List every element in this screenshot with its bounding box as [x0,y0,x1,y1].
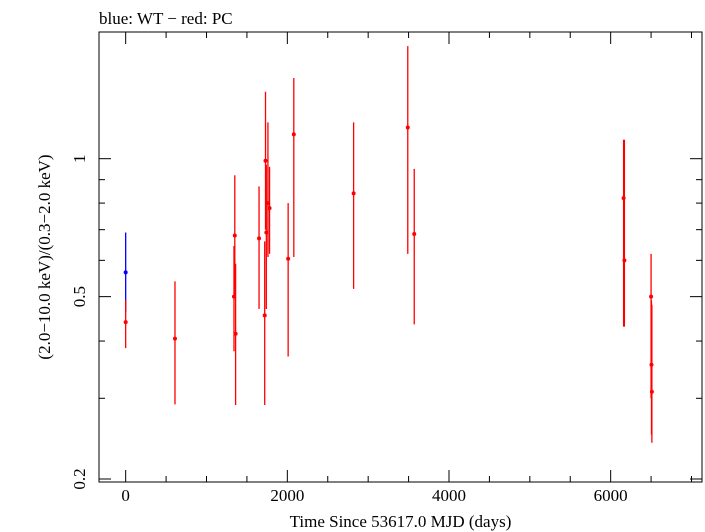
pc-data-point [267,206,272,211]
pc-data-point [257,236,262,241]
pc-data-point [123,320,128,325]
data-marks [123,46,654,443]
pc-data-point [232,233,237,238]
x-tick-label: 6000 [594,486,628,505]
axis-tick-labels: 0 2000 4000 6000 0.2 0.5 1 [70,154,628,505]
pc-data-point [412,231,417,236]
pc-data-point [649,389,654,394]
pc-data-point [172,336,177,341]
x-tick-label: 2000 [270,486,304,505]
pc-data-point [351,191,356,196]
pc-data-point [291,132,296,137]
y-axis-label: (2.0−10.0 keV)/(0.3−2.0 keV) [35,154,54,359]
x-tick-label: 4000 [432,486,466,505]
chart-title: blue: WT − red: PC [99,9,233,28]
pc-data-point [405,125,410,130]
pc-data-point [622,258,627,263]
pc-data-point [263,158,268,163]
x-axis-label: Time Since 53617.0 MJD (days) [290,512,512,531]
plot-frame [98,31,703,483]
x-tick-label: 0 [121,486,130,505]
y-tick-label: 0.5 [70,286,89,307]
pc-data-point [233,331,238,336]
pc-data-point [262,313,267,318]
y-tick-label: 1 [70,154,89,163]
axis-ticks [99,32,702,482]
pc-data-point [286,256,291,261]
pc-data-point [649,294,654,299]
y-tick-label: 0.2 [70,468,89,489]
wt-data-point [123,270,128,275]
